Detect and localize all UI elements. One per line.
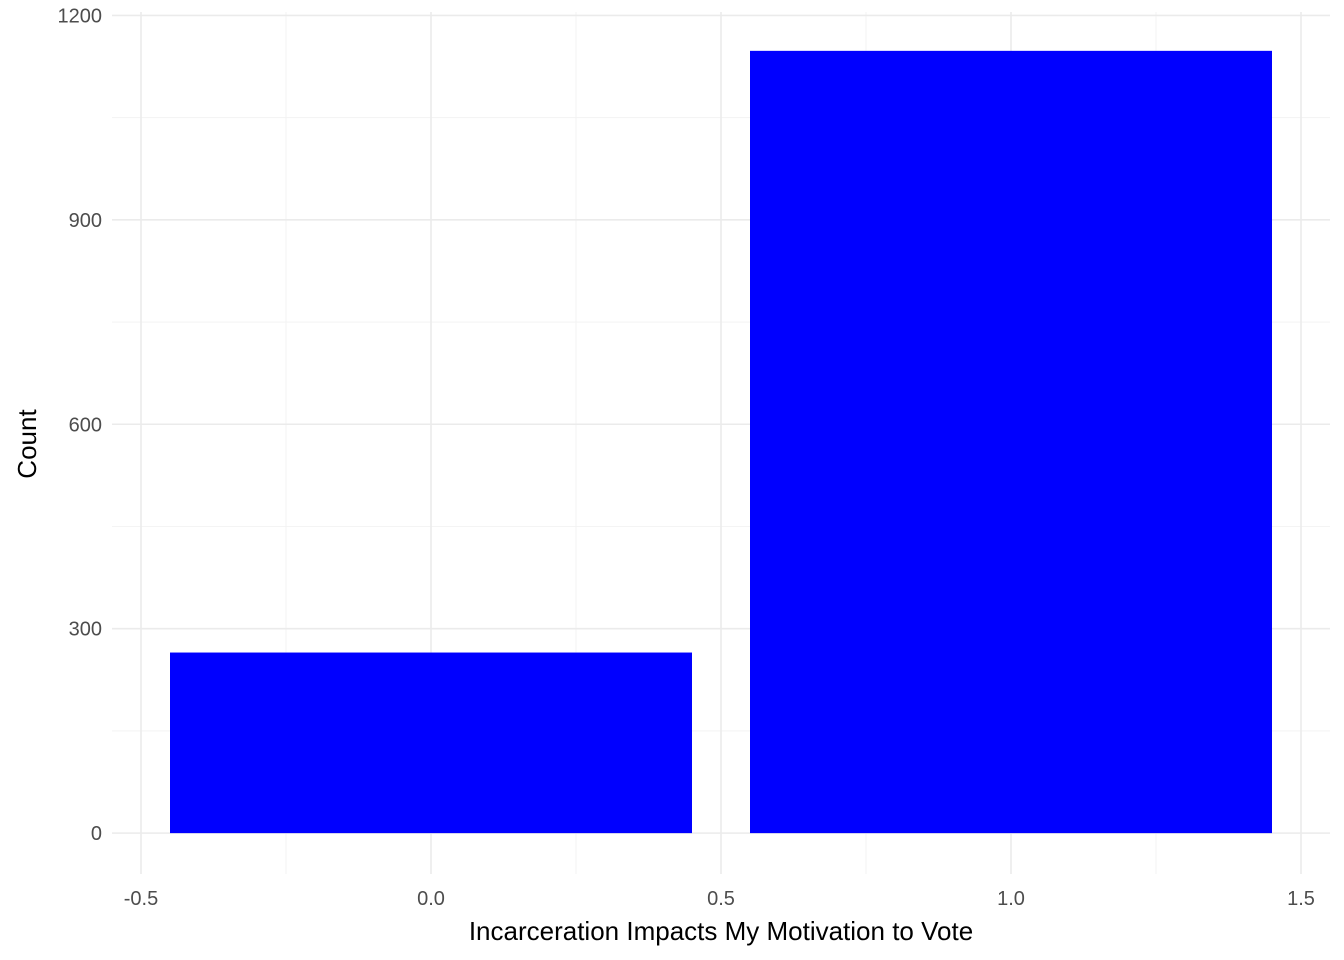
y-axis-title: Count — [12, 409, 42, 479]
x-tick-label: 1.5 — [1287, 888, 1315, 910]
y-tick-label: 300 — [69, 619, 102, 641]
x-tick-label: -0.5 — [124, 888, 158, 910]
x-axis-title: Incarceration Impacts My Motivation to V… — [469, 916, 973, 946]
x-axis-ticks: -0.5 0.0 0.5 1.0 1.5 — [124, 888, 1315, 910]
bar — [750, 50, 1272, 834]
y-axis-ticks: 0 300 600 900 1200 — [58, 5, 103, 845]
x-tick-label: 1.0 — [997, 888, 1025, 910]
bar — [170, 652, 692, 834]
bars — [170, 50, 1272, 834]
y-tick-label: 0 — [91, 823, 102, 845]
y-tick-label: 600 — [69, 414, 102, 436]
x-tick-label: 0.5 — [707, 888, 735, 910]
y-tick-label: 1200 — [58, 5, 103, 27]
y-tick-label: 900 — [69, 210, 102, 232]
x-tick-label: 0.0 — [417, 888, 445, 910]
